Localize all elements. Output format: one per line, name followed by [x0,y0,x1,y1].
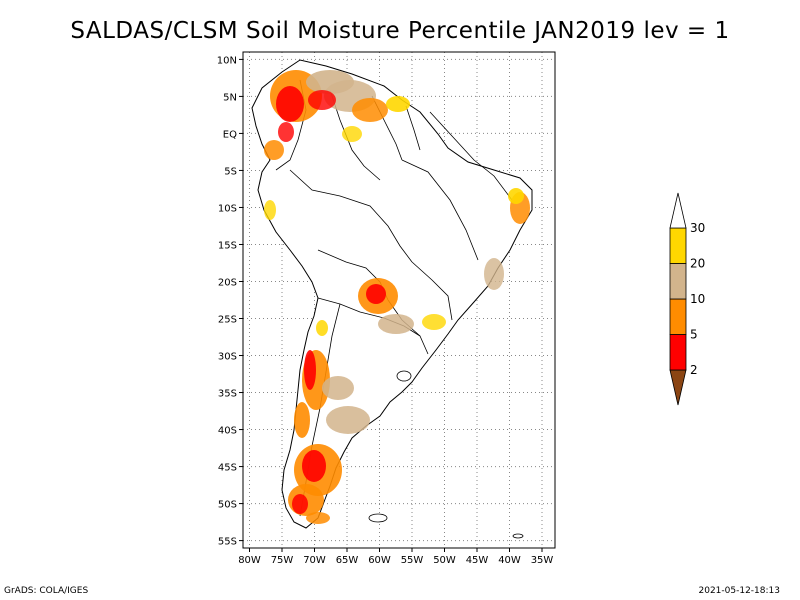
colorbar-label: 5 [690,328,698,342]
footer-credit: GrADS: COLA/IGES [4,586,89,596]
footer-timestamp: 2021-05-12-18:13 [698,586,781,596]
colorbar-box [669,334,687,371]
lat-tick-label: 10S [218,203,237,214]
colorbar: 2 5 10 20 30 [669,192,705,406]
colorbar-label: 2 [690,363,698,377]
soil-moisture-shading [264,70,530,524]
colorbar-box [669,263,687,300]
lon-tick-label: 45W [466,555,489,566]
lon-tick-label: 70W [303,555,326,566]
lat-tick-label: 30S [218,352,237,363]
map-frame [242,51,556,549]
falkland-islands [368,513,388,523]
lon-tick-label: 40W [498,555,521,566]
lat-tick-label: 5N [223,92,237,103]
lat-tick-label: EQ [223,129,237,140]
lat-tick-label: 25S [218,315,237,326]
lat-tick-label: 5S [224,166,237,177]
lat-tick-label: 50S [218,500,237,511]
longitude-axis: 80W 75W 70W 65W 60W 55W 50W 45W 40W 35W [238,548,553,566]
lat-tick-label: 10N [217,55,237,66]
lon-tick-label: 50W [433,555,456,566]
lat-tick-label: 20S [218,277,237,288]
colorbar-label: 20 [690,257,705,271]
lat-tick-label: 40S [218,426,237,437]
lon-tick-label: 55W [401,555,424,566]
latitude-axis: 10N 5N EQ 5S 10S 15S 20S 25S 30S 35S 40S 45S 50S 55S [217,55,243,548]
lon-tick-label: 60W [368,555,391,566]
lon-tick-label: 35W [531,555,554,566]
chart-title: SALDAS/CLSM Soil Moisture Percentile JAN… [70,18,730,44]
colorbar-box [669,298,687,335]
colorbar-lower-extension [669,369,687,406]
lon-tick-label: 80W [238,555,261,566]
lat-tick-label: 15S [218,240,237,251]
lon-tick-label: 75W [271,555,294,566]
small-island [512,533,524,539]
lon-tick-label: 65W [336,555,359,566]
lat-tick-label: 35S [218,389,237,400]
colorbar-box [669,227,687,264]
lat-tick-label: 55S [218,537,237,548]
colorbar-label: 10 [690,292,705,306]
colorbar-label: 30 [690,221,705,235]
colorbar-upper-extension [669,192,687,229]
lagoon-marker [396,370,412,382]
lat-tick-label: 45S [218,463,237,474]
